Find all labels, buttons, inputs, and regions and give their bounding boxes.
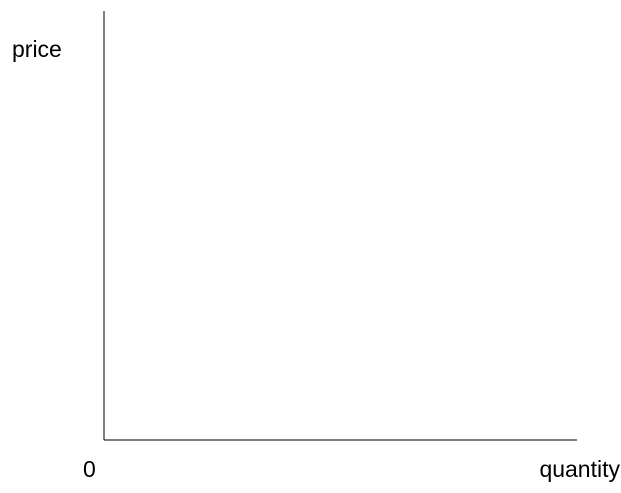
y-axis-label: price — [12, 36, 62, 62]
origin-label: 0 — [83, 456, 96, 482]
x-axis-label: quantity — [539, 456, 620, 482]
